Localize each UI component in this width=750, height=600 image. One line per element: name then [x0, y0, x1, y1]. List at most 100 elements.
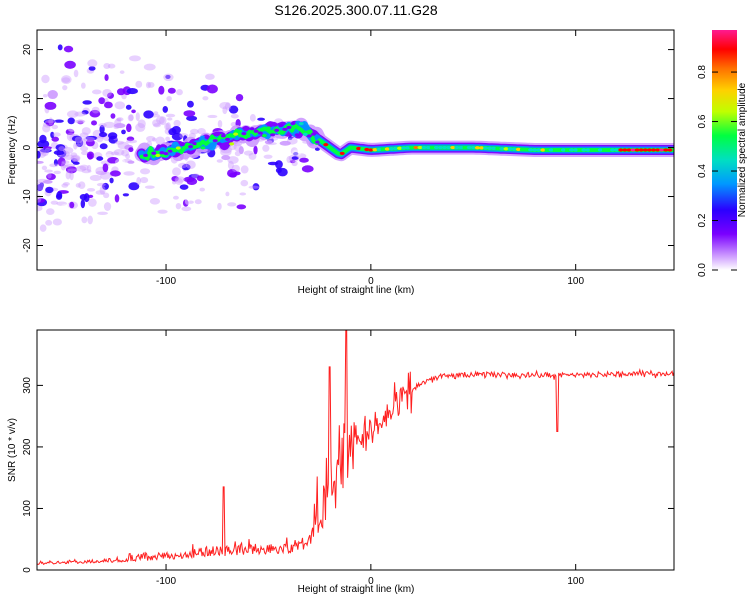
spectrogram-peak — [143, 153, 149, 157]
spectrogram-blob — [126, 136, 135, 142]
spectrogram-blob — [86, 187, 96, 192]
spectrogram-peak — [294, 133, 300, 137]
spectrogram-blob — [113, 123, 126, 129]
spectrogram-blob — [243, 150, 254, 156]
spectrogram-blob — [207, 148, 216, 158]
spectrogram-peak — [159, 151, 165, 155]
spectrogram-peak — [651, 148, 657, 152]
snr-frame — [36, 329, 675, 571]
spectrogram-blob — [225, 191, 230, 197]
spectrogram-peak — [450, 145, 456, 150]
spectrogram-blob — [50, 200, 59, 205]
spectrogram-blob — [88, 198, 97, 207]
spectrogram-blob — [47, 90, 58, 100]
spectrogram-peak — [474, 146, 480, 150]
spectrogram-peak — [179, 143, 185, 147]
spectrogram-peak — [163, 152, 169, 156]
spectrogram-blob — [221, 155, 231, 161]
spectrogram-peak — [519, 147, 525, 152]
spectrogram-blob — [146, 135, 156, 142]
spectrogram-peak — [278, 123, 284, 128]
spectrogram-blob — [292, 149, 302, 156]
colorbar-tick-label: 0.8 — [697, 65, 708, 79]
spectrogram-blob — [61, 183, 69, 188]
spectrogram-peak — [528, 148, 534, 152]
spectrogram-peak — [216, 142, 222, 146]
snr-ytick-label: 300 — [22, 377, 33, 394]
spectrogram-peak — [507, 147, 513, 151]
spectrogram-blob — [83, 136, 96, 142]
spectrogram-blob — [184, 196, 190, 205]
spectrogram-blob — [176, 89, 183, 96]
spectrogram-blob — [37, 160, 44, 164]
spectrogram-peak — [663, 148, 669, 152]
spectrogram-blob — [89, 174, 102, 181]
spectrogram-blob — [171, 175, 179, 182]
spectrogram-ytick-label: 0 — [22, 144, 33, 150]
spectrogram-peak — [311, 132, 317, 136]
spectrogram-blob — [85, 135, 98, 141]
spectrogram-blob — [42, 179, 53, 184]
spectrogram-blob — [262, 144, 270, 152]
spectrogram-peak — [339, 151, 345, 156]
spectrogram-peak — [204, 135, 210, 140]
spectrogram-peak — [175, 146, 181, 150]
spectrogram-blob — [257, 117, 265, 121]
spectrogram-peak — [560, 148, 566, 152]
spectrogram-blob — [153, 111, 159, 115]
spectrogram-blob — [174, 178, 183, 185]
spectrogram-blob — [222, 106, 228, 115]
spectrogram-peak — [409, 145, 415, 150]
spectrogram-peak — [630, 148, 636, 152]
spectrogram-peak — [212, 139, 218, 143]
spectrogram-peak — [388, 147, 394, 151]
spectrogram-blob — [248, 185, 260, 189]
spectrogram-peak — [302, 132, 308, 137]
spectrogram-peak — [610, 148, 616, 152]
spectrogram-blob — [103, 101, 113, 109]
spectrogram-xtick-label: 100 — [567, 276, 584, 287]
spectrogram-ytick-label: 20 — [22, 44, 33, 56]
spectrogram-blob — [279, 140, 291, 146]
spectrogram-blob — [80, 82, 86, 89]
spectrogram-peak — [286, 125, 292, 130]
spectrogram-peak — [544, 148, 550, 152]
spectrogram-blob — [147, 81, 155, 88]
spectrogram-blob — [109, 177, 114, 184]
spectrogram-blob — [64, 60, 76, 69]
spectrogram-blob — [301, 165, 314, 173]
spectrogram-blob — [165, 136, 171, 142]
spectrogram-blob — [67, 214, 78, 220]
spectrogram-blob — [185, 160, 196, 170]
spectrogram-blob — [152, 137, 157, 142]
spectrogram-blob — [109, 170, 121, 177]
spectrogram-blob — [136, 176, 142, 186]
spectrogram-blob — [116, 117, 124, 122]
spectrogram-blob — [114, 194, 120, 203]
spectrogram-blob — [73, 69, 79, 78]
spectrogram-blob — [73, 119, 86, 123]
spectrogram-blob — [207, 114, 218, 119]
spectrogram-xtick-label: -100 — [156, 276, 176, 287]
spectrogram-blob — [119, 70, 125, 74]
spectrogram-blob — [314, 147, 320, 151]
spectrogram-blob — [62, 182, 70, 186]
spectrogram-blob — [143, 63, 156, 71]
spectrogram-blob — [236, 204, 247, 210]
spectrogram-blob — [187, 200, 194, 204]
spectrogram-blob — [153, 123, 161, 128]
spectrogram-blob — [62, 147, 74, 154]
spectrogram-peak — [200, 146, 206, 150]
spectrogram-blob — [121, 149, 130, 157]
spectrogram-blob — [155, 136, 165, 146]
spectrogram-blob — [37, 198, 45, 203]
spectrogram-peak — [536, 148, 542, 152]
spectrogram-blob — [79, 164, 89, 171]
spectrogram-blob — [52, 132, 61, 137]
colorbar-tick-label: 0.4 — [697, 164, 708, 178]
spectrogram-peak — [540, 148, 546, 152]
spectrogram-peak — [343, 148, 349, 153]
spectrogram-peak — [401, 146, 407, 150]
spectrogram-peak — [192, 141, 198, 146]
spectrogram-peak — [622, 148, 628, 152]
